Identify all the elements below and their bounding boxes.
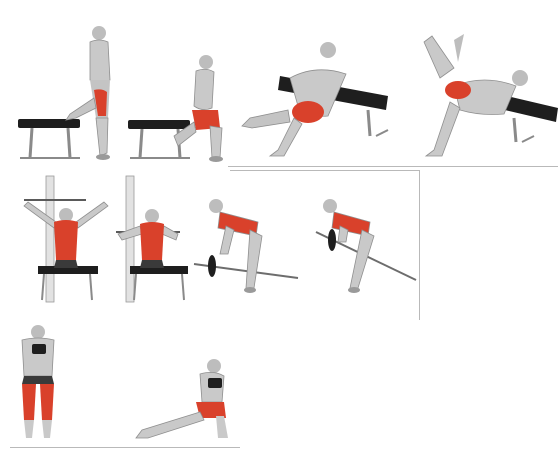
panel-bulgarian-split-squat <box>10 18 228 168</box>
panel-single-leg-hip-thrust <box>228 18 558 168</box>
panel-goblet-squat-lateral-lunge <box>10 320 240 448</box>
panel-right-border <box>419 170 420 320</box>
panel-top-border <box>230 170 420 171</box>
lat-pulldown-illustration <box>23 175 188 303</box>
athlete-figure-pulldown-end <box>117 209 179 268</box>
athlete-figure-lateral-lunge <box>135 359 228 439</box>
goblet-squat-illustration <box>21 325 228 439</box>
panel-bottom-border <box>10 447 240 448</box>
dumbbell-icon <box>32 344 46 354</box>
athlete-figure-hip-thrust-top <box>423 34 528 157</box>
athlete-figure-hip-thrust-start <box>241 42 347 157</box>
dumbbell-icon <box>208 378 222 388</box>
athlete-figure-row-2 <box>323 199 375 293</box>
athlete-figure-lunging <box>173 55 223 162</box>
t-bar-row-illustration <box>193 199 417 293</box>
athlete-figure-standing <box>65 26 111 160</box>
panel-t-bar-row <box>190 170 420 320</box>
panel-bottom-border <box>228 166 558 167</box>
panel-lat-pulldown: TRAINING <box>10 170 190 320</box>
barbell-icon <box>193 255 299 279</box>
cable-machine-icon <box>24 175 98 303</box>
bench-icon <box>18 119 80 159</box>
athlete-figure-pulldown-start <box>23 201 109 268</box>
bulgarian-split-squat-illustration <box>18 26 223 162</box>
athlete-figure-row-1 <box>209 199 263 293</box>
hip-thrust-illustration <box>241 34 558 157</box>
athlete-figure-goblet-squat <box>21 325 55 438</box>
